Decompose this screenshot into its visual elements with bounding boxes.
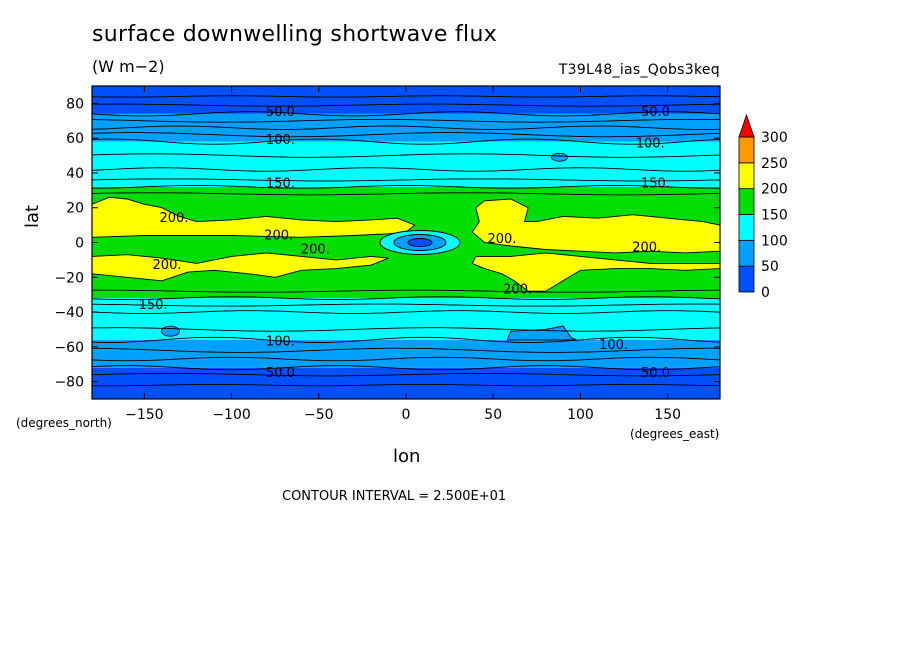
contour-line: [92, 167, 720, 172]
y-axis-unit: (degrees_north): [16, 416, 112, 430]
x-tick-label: −50: [304, 407, 334, 423]
x-tick-label: −150: [125, 407, 163, 423]
contour-line: [92, 347, 720, 353]
y-tick-label: −80: [54, 375, 84, 391]
contour-interval: CONTOUR INTERVAL = 2.500E+01: [282, 489, 507, 504]
contour-line: [92, 125, 720, 130]
contour-line: [92, 178, 720, 182]
x-axis-label: lon: [393, 446, 421, 467]
y-tick-label: 20: [66, 201, 84, 217]
contour-line: [92, 356, 720, 362]
contour-label: 100.: [266, 335, 295, 350]
contour-line: [92, 111, 720, 117]
contour-label: 100.: [266, 133, 295, 148]
contour-label: 150.: [266, 176, 295, 191]
colorbar-label: 50: [761, 259, 779, 275]
colorbar-segment: [738, 214, 755, 241]
contour-label: 200.: [160, 211, 189, 226]
colorbar-segment: [738, 162, 755, 190]
contour-line: [92, 118, 720, 123]
x-tick-label: 100: [567, 407, 594, 423]
contour-line: [92, 365, 720, 371]
contour-line: [92, 383, 720, 387]
contour-label: 200.: [264, 229, 293, 244]
contour-label: 100.: [636, 136, 665, 151]
colorbar: 0 50 100 150 200 250 300: [738, 113, 788, 301]
colorbar-label: 100: [761, 233, 788, 249]
contour-line: [92, 289, 720, 293]
y-tick-label: −40: [54, 305, 84, 321]
y-tick-label: 60: [66, 131, 84, 147]
contour-line: [92, 95, 720, 98]
low-flux-pocket: [551, 152, 568, 162]
contour-line: [92, 336, 720, 343]
contour-label: 200.: [301, 242, 330, 257]
contour-label: 200.: [153, 258, 182, 273]
colorbar-segment: [738, 188, 755, 215]
colorbar-label: 0: [761, 285, 770, 301]
colorbar-label: 150: [761, 208, 788, 224]
contour-line: [92, 192, 720, 196]
contour-line: [92, 303, 720, 307]
y-tick-label: −20: [54, 270, 84, 286]
y-tick-label: −60: [54, 340, 84, 356]
low-flux-center: [407, 238, 433, 247]
contour-line: [92, 372, 720, 377]
contour-label: 50.0: [641, 366, 670, 381]
y-tick-label: 0: [75, 236, 84, 252]
contour-line: [92, 327, 720, 332]
contour-label: 50.0: [266, 105, 295, 120]
contour-label: 150.: [641, 176, 670, 191]
contour-line: [92, 138, 720, 145]
colorbar-segment: [738, 265, 755, 293]
x-tick-label: 150: [654, 407, 681, 423]
run-label: T39L48_ias_Qobs3keq: [558, 62, 720, 78]
colorbar-label: 250: [761, 156, 788, 172]
x-tick-label: −100: [212, 407, 250, 423]
zonal-band-1: [92, 339, 720, 368]
contour-line: [92, 103, 720, 107]
contour-line: [92, 153, 720, 158]
low-flux-pocket: [161, 325, 180, 337]
x-axis-unit: (degrees_east): [630, 427, 720, 441]
colorbar-segment: [738, 239, 755, 267]
high-flux-region-south-east: [471, 252, 720, 292]
high-flux-region-south-west: [92, 252, 389, 282]
contour-label: 50.0: [641, 105, 670, 120]
y-tick-label: 80: [66, 96, 84, 112]
contour-label: 150.: [139, 298, 168, 313]
chart-units: (W m−2): [92, 57, 165, 76]
contour-label: 100.: [599, 338, 628, 353]
zonal-band-5: [92, 113, 720, 142]
contour-line: [92, 132, 720, 138]
y-tick-label: 40: [66, 166, 84, 182]
contour-label: 200.: [632, 241, 661, 256]
colorbar-overflow-arrow: [738, 113, 755, 138]
high-flux-region-north-west: [92, 196, 416, 238]
contour-label: 200.: [503, 282, 532, 297]
colorbar-segment: [738, 136, 755, 164]
chart-title: surface downwelling shortwave flux: [92, 22, 498, 47]
contour-label: 50.0: [266, 366, 295, 381]
x-tick-label: 0: [402, 407, 411, 423]
colorbar-label: 300: [761, 130, 788, 146]
contour-line: [92, 185, 720, 189]
contour-label: 200.: [487, 232, 516, 247]
x-tick-label: 50: [484, 407, 502, 423]
contour-line: [92, 310, 720, 314]
contour-line: [92, 296, 720, 300]
colorbar-label: 200: [761, 182, 788, 198]
high-flux-region-north-east: [471, 198, 720, 254]
